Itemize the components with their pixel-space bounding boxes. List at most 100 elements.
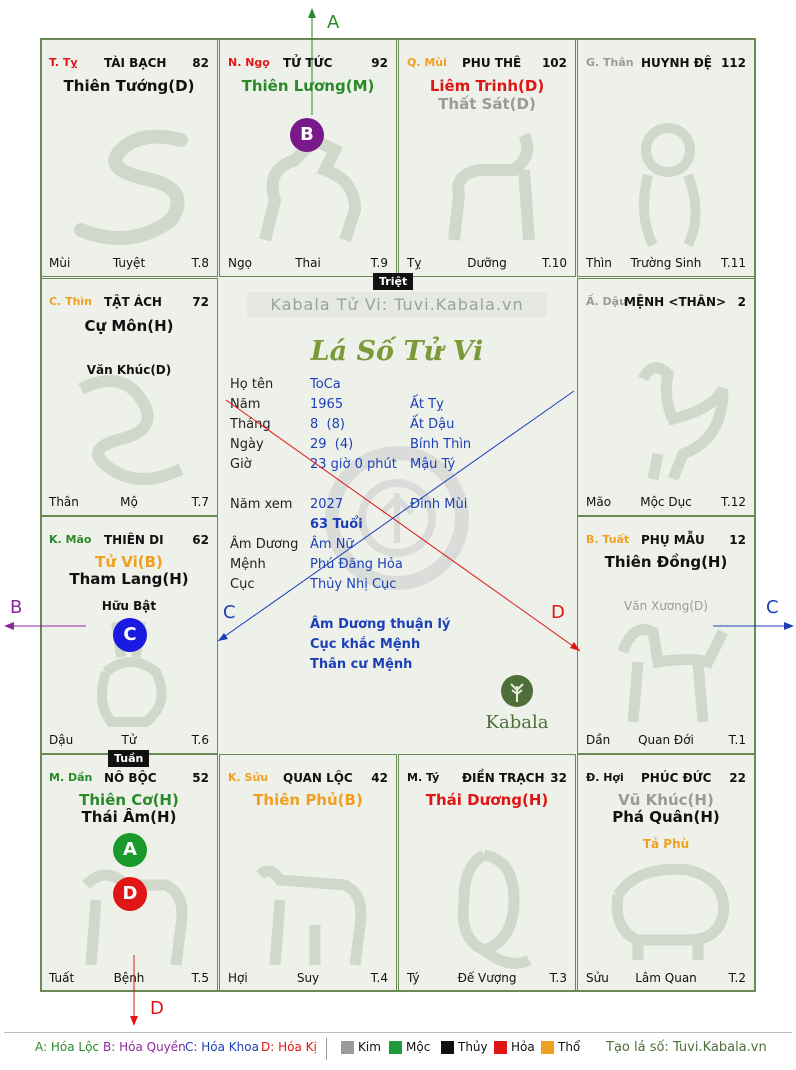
stage-label: Tuyệt — [112, 256, 146, 270]
palace-suu[interactable]: K. Sửu QUAN LỘC 42 Thiên Phủ(B) Hợi Suy … — [219, 754, 397, 992]
palace-name: QUAN LỘC — [283, 771, 353, 785]
main-star: Thiên Lương(M) — [241, 77, 375, 95]
info-day: 29 (4) — [310, 437, 354, 452]
main-star: Liêm Trinh(D) — [429, 77, 545, 95]
site-link[interactable]: Tạo lá số: Tuvi.Kabala.vn — [606, 1040, 767, 1055]
stage-label: Đế Vượng — [457, 971, 517, 985]
branch-label: Hợi — [228, 971, 248, 985]
dai-han-number: 2 — [737, 295, 746, 309]
bagua-icon — [325, 446, 469, 590]
watermark: Kabala Tử Vi: Tuvi.Kabala.vn — [247, 292, 547, 317]
info-name-row: Họ tên — [230, 377, 274, 392]
info-view-year: 2027 — [310, 497, 344, 512]
age-label: T.4 — [370, 971, 388, 985]
age-label: T.8 — [191, 256, 209, 270]
palace-tuat[interactable]: B. Tuất PHỤ MẪU 12 Thiên Đồng(H) Văn Xươ… — [577, 516, 755, 754]
info-view-year-canchi: Đinh Mùi — [410, 497, 468, 512]
can-chi-label: K. Mão — [49, 533, 92, 546]
monkey-icon — [639, 123, 701, 248]
info-day-label: Ngày — [230, 437, 264, 452]
branch-label: Dậu — [49, 733, 74, 747]
palace-mui[interactable]: Q. Mùi PHU THÊ 102 Liêm Trinh(D) Thất Sá… — [398, 39, 576, 277]
legend-moc: Mộc — [389, 1040, 430, 1054]
palace-name: PHÚC ĐỨC — [641, 771, 712, 785]
palace-ngo[interactable]: N. Ngọ TỬ TỨC 92 Thiên Lương(M) Ngọ Thai… — [219, 39, 397, 277]
palace-dan[interactable]: M. Dần NÔ BỘC 52 Thiên Cơ(H) Thái Âm(H) … — [40, 754, 218, 992]
age-label: T.3 — [549, 971, 567, 985]
legend-hoa: Hỏa — [494, 1040, 535, 1054]
age-label: T.11 — [721, 256, 746, 270]
badge-c-hoa-khoa[interactable]: C — [113, 618, 147, 652]
can-chi-label: M. Dần — [49, 771, 93, 784]
palace-than[interactable]: G. Thân HUYNH ĐỆ 112 Thìn Trường Sinh T.… — [577, 39, 755, 277]
info-amduong: Âm Nữ — [310, 537, 354, 552]
info-amduong-label: Âm Dương — [230, 537, 299, 552]
palace-dau[interactable]: Ấ. Dậu MỆNH <THÂN> 2 Mão Mộc Dục T.12 — [577, 278, 755, 516]
palace-name: TÀI BẠCH — [104, 56, 167, 70]
snake-icon — [74, 129, 188, 245]
palace-thin[interactable]: C. Thìn TẬT ÁCH 72 Cự Môn(H) Văn Khúc(D)… — [40, 278, 218, 516]
dai-han-number: 92 — [371, 56, 388, 70]
dai-han-number: 82 — [192, 56, 209, 70]
age-label: T.5 — [191, 971, 209, 985]
legend-tho: Thổ — [541, 1040, 580, 1054]
info-name: ToCa — [310, 377, 341, 392]
palace-ty-rat[interactable]: M. Tý ĐIỀN TRẠCH 32 Thái Dương(H) Tý Đế … — [398, 754, 576, 992]
main-star-2: Tham Lang(H) — [69, 570, 189, 588]
arrow-label-b: B — [10, 597, 23, 618]
main-star: Cự Môn(H) — [84, 317, 174, 335]
age-label: T.1 — [728, 733, 746, 747]
branch-label: Ngọ — [228, 256, 252, 270]
dai-han-number: 52 — [192, 771, 209, 785]
can-chi-label: K. Sửu — [228, 771, 269, 784]
arrow-label-d-bottom: D — [150, 998, 164, 1019]
minor-star: Văn Khúc(D) — [86, 363, 172, 377]
info-hour: 23 giờ 0 phút — [310, 457, 397, 472]
tiger-icon — [82, 869, 188, 966]
goat-icon — [448, 132, 535, 241]
can-chi-label: C. Thìn — [49, 295, 93, 308]
can-chi-label: Đ. Hợi — [586, 771, 624, 784]
ox-icon — [256, 865, 367, 966]
stage-label: Mộ — [120, 495, 138, 509]
dai-han-number: 112 — [720, 56, 746, 70]
info-year-canchi: Ất Tỵ — [410, 397, 444, 412]
badge-a-hoa-loc[interactable]: A — [113, 833, 147, 867]
branch-label: Mão — [586, 495, 612, 509]
info-cuc: Thủy Nhị Cục — [310, 577, 397, 592]
branch-label: Tỵ — [407, 256, 422, 270]
info-view-year-label: Năm xem — [230, 497, 293, 512]
info-hour-canchi: Mậu Tý — [410, 457, 456, 472]
badge-d-hoa-ki[interactable]: D — [113, 877, 147, 911]
stage-label: Dưỡng — [467, 256, 507, 270]
can-chi-label: B. Tuất — [586, 533, 630, 546]
legend-a: A: Hóa Lộc — [35, 1040, 100, 1054]
rooster-icon — [638, 362, 729, 482]
main-star: Thiên Cơ(H) — [79, 791, 179, 809]
can-chi-label: M. Tý — [407, 771, 440, 784]
palace-name: MỆNH <THÂN> — [624, 295, 727, 309]
age-label: T.12 — [721, 495, 746, 509]
info-year: 1965 — [310, 397, 344, 412]
dai-han-number: 102 — [541, 56, 567, 70]
main-star: Thái Dương(H) — [425, 791, 549, 809]
main-star: Thiên Tướng(D) — [63, 77, 195, 95]
info-menh-label: Mệnh — [230, 557, 266, 572]
badge-b-hoa-quyen[interactable]: B — [290, 118, 324, 152]
minor-star: Tả Phù — [642, 837, 690, 851]
palace-ty[interactable]: T. Tỵ TÀI BẠCH 82 Thiên Tướng(D) Mùi Tuy… — [40, 39, 218, 277]
info-cuc-label: Cục — [230, 577, 255, 592]
age-label: T.6 — [191, 733, 209, 747]
can-chi-label: Ấ. Dậu — [586, 295, 627, 308]
palace-hoi[interactable]: Đ. Hợi PHÚC ĐỨC 22 Vũ Khúc(H) Phá Quân(H… — [577, 754, 755, 992]
palace-name: TẬT ÁCH — [104, 295, 162, 309]
dai-han-number: 72 — [192, 295, 209, 309]
palace-name: PHU THÊ — [462, 56, 522, 70]
legend-divider — [4, 1032, 792, 1033]
tuan-tag: Tuần — [108, 750, 150, 767]
info-month-label: Tháng — [230, 417, 271, 432]
stage-label: Bệnh — [113, 971, 145, 985]
arrow-label-d-center: D — [551, 602, 565, 623]
info-month-canchi: Ất Dậu — [410, 417, 455, 432]
